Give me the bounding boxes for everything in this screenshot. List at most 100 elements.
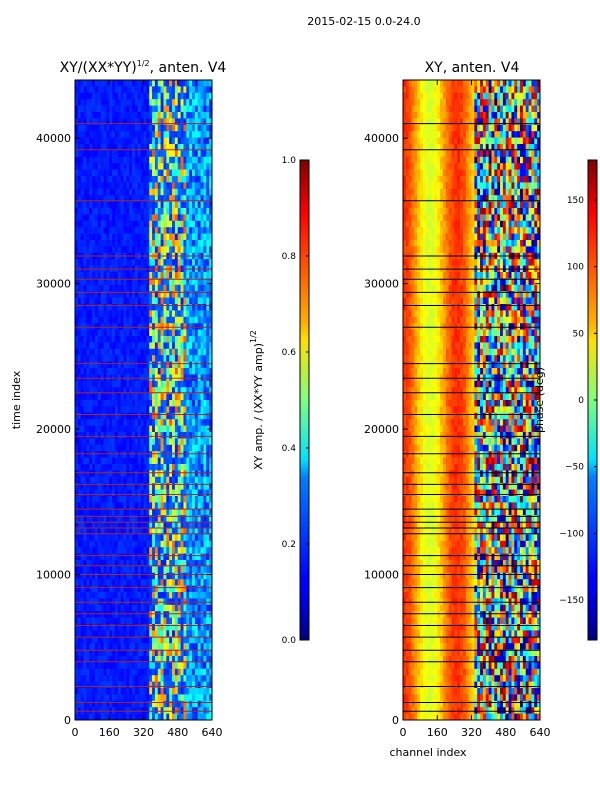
heatmap-cell — [109, 604, 113, 612]
heatmap-cell — [75, 649, 79, 657]
heatmap-cell — [143, 163, 147, 170]
heatmap-cell — [120, 112, 124, 119]
heatmap-cell — [129, 278, 133, 286]
heatmap-cell — [77, 80, 81, 87]
heatmap-cell — [109, 611, 113, 618]
heatmap-cell — [137, 585, 141, 593]
heatmap-cell — [172, 278, 176, 286]
heatmap-cell — [154, 502, 159, 510]
heatmap-cell — [174, 604, 179, 612]
heatmap-cell — [117, 444, 121, 452]
heatmap-cell — [117, 438, 121, 446]
heatmap-cell — [97, 137, 101, 145]
heatmap-cell — [86, 464, 90, 471]
heatmap-cell — [137, 432, 141, 439]
heatmap-cell — [77, 406, 81, 414]
heatmap-cell — [132, 297, 136, 305]
heatmap-cell — [531, 80, 535, 87]
heatmap-cell — [192, 99, 196, 106]
heatmap-cell — [123, 150, 127, 158]
heatmap-cell — [183, 92, 187, 100]
heatmap-cell — [123, 188, 127, 196]
heatmap-cell — [103, 92, 107, 100]
heatmap-cell — [154, 144, 159, 151]
heatmap-cell — [106, 630, 110, 638]
heatmap-cell — [177, 649, 181, 657]
heatmap-cell — [149, 112, 153, 119]
heatmap-cell — [157, 432, 161, 439]
heatmap-cell — [154, 297, 159, 305]
heatmap-cell — [192, 400, 196, 407]
heatmap-cell — [149, 214, 153, 222]
heatmap-cell — [77, 592, 81, 599]
heatmap-cell — [160, 438, 164, 446]
heatmap-cell — [160, 560, 164, 567]
heatmap-cell — [80, 169, 84, 177]
heatmap-cell — [92, 284, 96, 292]
heatmap-cell — [209, 118, 213, 126]
heatmap-cell — [149, 662, 153, 670]
heatmap-cell — [169, 688, 173, 695]
heatmap-cell — [197, 688, 201, 695]
heatmap-cell — [169, 220, 173, 228]
heatmap-cell — [77, 560, 81, 567]
heatmap-cell — [172, 131, 176, 138]
heatmap-cell — [134, 118, 139, 126]
heatmap-cell — [189, 380, 193, 388]
heatmap-cell — [129, 528, 133, 535]
heatmap-cell — [109, 572, 113, 580]
heatmap-cell — [177, 272, 181, 279]
heatmap-cell — [86, 99, 90, 106]
heatmap-cell — [457, 80, 461, 87]
heatmap-cell — [186, 233, 190, 241]
heatmap-cell — [160, 355, 164, 362]
heatmap-cell — [114, 406, 119, 414]
heatmap-cell — [86, 163, 90, 170]
heatmap-cell — [154, 521, 159, 529]
heatmap-cell — [186, 547, 190, 554]
heatmap-cell — [152, 355, 156, 362]
heatmap-cell — [200, 412, 204, 420]
heatmap-cell — [194, 150, 199, 158]
heatmap-cell — [129, 92, 133, 100]
heatmap-cell — [83, 188, 87, 196]
heatmap-cell — [149, 393, 153, 401]
heatmap-cell — [177, 688, 181, 695]
heatmap-cell — [146, 227, 150, 234]
heatmap-cell — [163, 342, 167, 350]
heatmap-cell — [94, 406, 99, 414]
heatmap-cell — [163, 227, 167, 234]
heatmap-cell — [89, 246, 93, 254]
heatmap-cell — [146, 144, 150, 151]
heatmap-cell — [140, 489, 144, 497]
heatmap-cell — [146, 496, 150, 503]
heatmap-cell — [203, 630, 207, 638]
heatmap-cell — [117, 483, 121, 490]
heatmap-cell — [180, 220, 184, 228]
heatmap-cell — [92, 131, 96, 138]
heatmap-cell — [129, 259, 133, 266]
heatmap-cell — [157, 201, 161, 209]
heatmap-cell — [194, 425, 199, 433]
heatmap-cell — [137, 284, 141, 292]
heatmap-cell — [97, 521, 101, 529]
heatmap-cell — [132, 284, 136, 292]
heatmap-cell — [174, 99, 179, 106]
heatmap-cell — [114, 579, 119, 586]
heatmap-cell — [154, 713, 159, 721]
heatmap-cell — [137, 214, 141, 222]
heatmap-cell — [209, 92, 213, 100]
heatmap-cell — [474, 80, 478, 87]
heatmap-cell — [75, 329, 79, 337]
heatmap-cell — [169, 515, 173, 522]
heatmap-cell — [129, 425, 133, 433]
heatmap-cell — [129, 156, 133, 164]
heatmap-cell — [206, 80, 210, 87]
heatmap-cell — [480, 80, 484, 87]
heatmap-cell — [154, 688, 159, 695]
heatmap-cell — [123, 380, 127, 388]
heatmap-cell — [200, 681, 204, 689]
heatmap-cell — [197, 438, 201, 446]
heatmap-cell — [189, 195, 193, 202]
heatmap-cell — [126, 688, 130, 695]
